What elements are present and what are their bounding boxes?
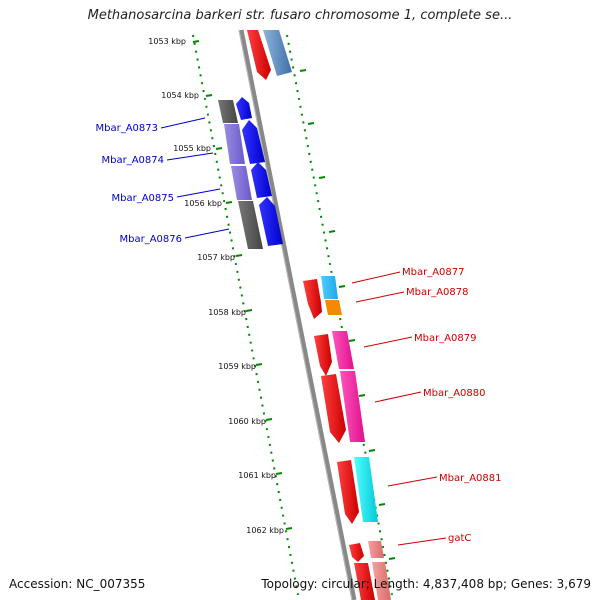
- ruler-ticks: [192, 40, 396, 560]
- genome-title: Methanosarcina barkeri str. fusaro chrom…: [87, 8, 513, 23]
- gene-block-salmon-gatc[interactable]: [368, 541, 384, 558]
- accession-text: Accession: NC_007355: [9, 577, 146, 591]
- gene-label-gatc[interactable]: gatC: [448, 533, 471, 544]
- label-leaders: [160, 117, 447, 546]
- gene-label-mbar-a0876[interactable]: Mbar_A0876: [119, 234, 182, 245]
- gene-block-top-red[interactable]: [247, 30, 271, 80]
- gene-arrow-blue-3[interactable]: [251, 162, 272, 198]
- gene-block-salmon-bottom[interactable]: [372, 562, 391, 600]
- gene-arrow-blue-2[interactable]: [242, 120, 265, 164]
- kbp-label-1057: 1057 kbp: [197, 253, 235, 262]
- kbp-label-1062: 1062 kbp: [246, 526, 284, 535]
- kbp-label-1059: 1059 kbp: [218, 362, 256, 371]
- gene-arrow-red-gatc[interactable]: [349, 543, 364, 562]
- gene-block-purple-1[interactable]: [224, 124, 245, 164]
- gene-block-red-bottom[interactable]: [354, 563, 375, 600]
- backbone-highlight: [238, 29, 353, 600]
- gene-block-gray-1[interactable]: [218, 100, 238, 123]
- gene-label-mbar-a0880[interactable]: Mbar_A0880: [423, 388, 486, 399]
- backbone-line: [238, 29, 357, 600]
- gene-arrow-red-a0881[interactable]: [337, 460, 359, 524]
- gene-arrow-red-a0877[interactable]: [303, 279, 322, 319]
- kbp-label-1055: 1055 kbp: [173, 144, 211, 153]
- gene-arrow-blue-1[interactable]: [236, 97, 252, 120]
- gene-block-orange-a0878[interactable]: [325, 300, 342, 315]
- gene-block-top-steel[interactable]: [263, 30, 292, 76]
- gene-block-cyan-a0881[interactable]: [354, 457, 378, 522]
- kbp-label-1054: 1054 kbp: [161, 91, 199, 100]
- gene-arrow-blue-4[interactable]: [259, 197, 283, 246]
- gene-block-purple-2[interactable]: [231, 166, 252, 200]
- kbp-label-1058: 1058 kbp: [208, 308, 246, 317]
- gene-block-pink-a0879[interactable]: [332, 331, 354, 369]
- gene-label-mbar-a0875[interactable]: Mbar_A0875: [111, 193, 174, 204]
- kbp-label-1053: 1053 kbp: [148, 37, 186, 46]
- gene-label-mbar-a0879[interactable]: Mbar_A0879: [414, 333, 477, 344]
- gene-label-mbar-a0878[interactable]: Mbar_A0878: [406, 287, 469, 298]
- kbp-label-1061: 1061 kbp: [238, 471, 276, 480]
- gene-arrow-red-a0879[interactable]: [314, 334, 332, 376]
- gene-block-gray-2[interactable]: [238, 201, 263, 249]
- gene-block-sky-a0877[interactable]: [321, 276, 338, 299]
- gene-block-pink-a0880[interactable]: [340, 371, 365, 442]
- gene-label-mbar-a0873[interactable]: Mbar_A0873: [95, 123, 158, 134]
- gene-label-mbar-a0877[interactable]: Mbar_A0877: [402, 267, 465, 278]
- gene-label-mbar-a0874[interactable]: Mbar_A0874: [101, 155, 164, 166]
- gene-arrow-red-a0880[interactable]: [321, 374, 346, 443]
- gene-label-mbar-a0881[interactable]: Mbar_A0881: [439, 473, 502, 484]
- kbp-label-1060: 1060 kbp: [228, 417, 266, 426]
- topology-text: Topology: circular; Length: 4,837,408 bp…: [261, 577, 591, 591]
- kbp-label-1056: 1056 kbp: [184, 199, 222, 208]
